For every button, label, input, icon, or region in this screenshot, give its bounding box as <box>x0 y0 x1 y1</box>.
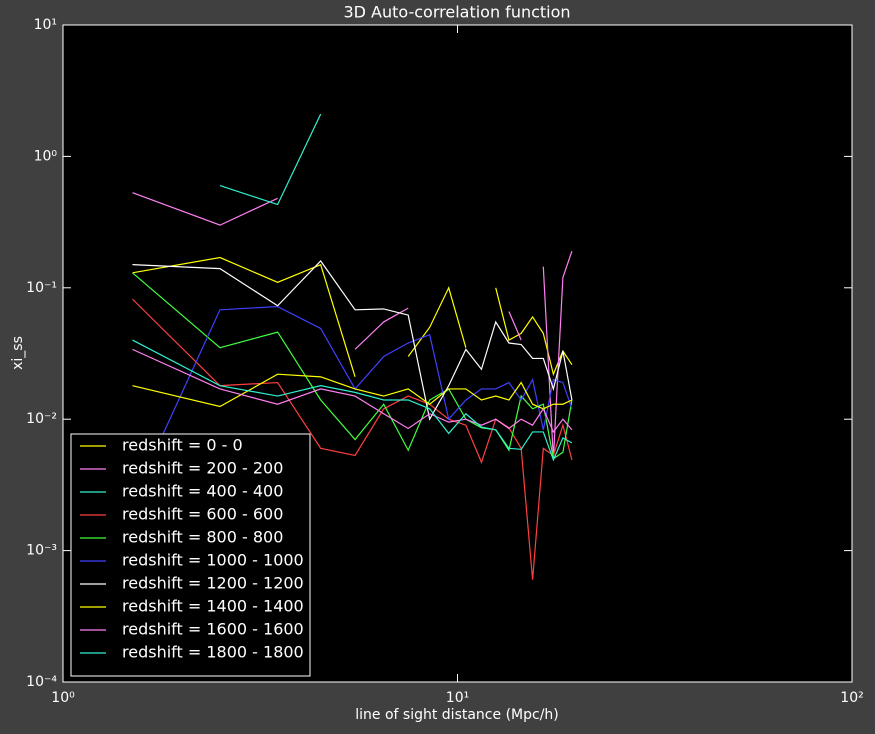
y-tick-label: 10⁻³ <box>26 543 57 559</box>
legend-label: redshift = 800 - 800 <box>122 528 283 547</box>
x-tick-label: 10⁰ <box>51 690 75 706</box>
legend-box <box>70 433 311 677</box>
legend-label: redshift = 1000 - 1000 <box>122 551 304 570</box>
y-tick-label: 10¹ <box>34 17 57 33</box>
legend-label: redshift = 600 - 600 <box>122 505 283 524</box>
x-tick-label: 10² <box>840 690 863 706</box>
y-tick-label: 10⁰ <box>34 148 58 164</box>
series-line <box>219 113 322 206</box>
y-tick-label: 10⁻⁴ <box>26 674 57 690</box>
y-axis-label: xi_ss <box>10 336 26 370</box>
legend-label: redshift = 200 - 200 <box>122 459 283 478</box>
x-tick-label: 10¹ <box>446 690 469 706</box>
x-axis-label: line of sight distance (Mpc/h) <box>355 707 559 723</box>
chart-title: 3D Auto-correlation function <box>343 3 570 22</box>
series-line <box>132 339 573 462</box>
legend-label: redshift = 0 - 0 <box>122 436 243 455</box>
series-line <box>132 192 573 459</box>
legend-label: redshift = 400 - 400 <box>122 482 283 501</box>
series-line <box>131 305 573 501</box>
legend-label: redshift = 1200 - 1200 <box>122 574 304 593</box>
legend-label: redshift = 1400 - 1400 <box>122 597 304 616</box>
legend-label: redshift = 1600 - 1600 <box>122 620 304 639</box>
y-tick-label: 10⁻¹ <box>26 280 57 296</box>
y-tick-label: 10⁻² <box>26 411 57 427</box>
series-line <box>132 298 573 580</box>
legend-label: redshift = 1800 - 1800 <box>122 643 304 662</box>
series-line <box>132 348 573 434</box>
series-line <box>132 260 573 421</box>
